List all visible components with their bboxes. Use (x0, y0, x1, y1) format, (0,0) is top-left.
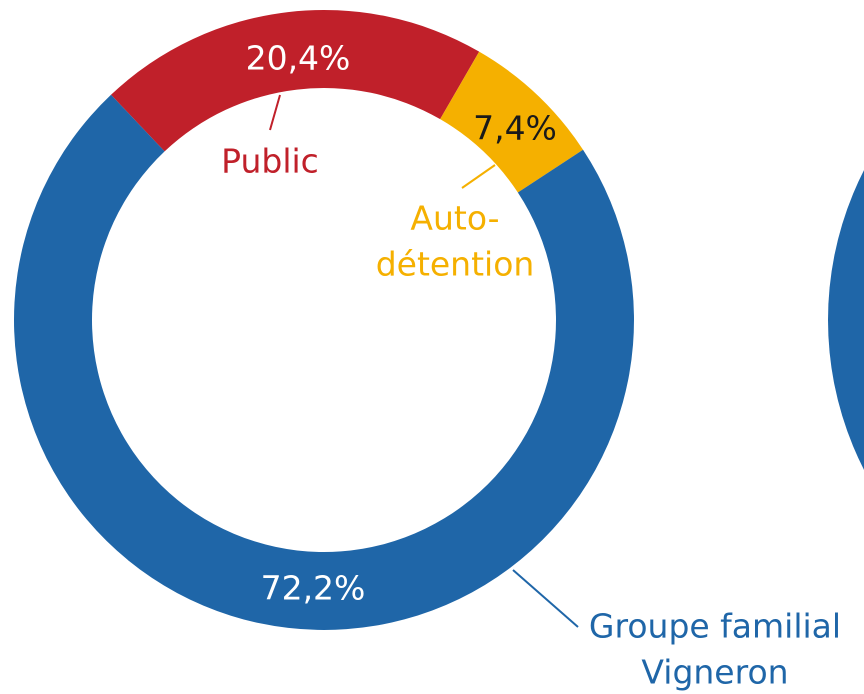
donut-segment (440, 51, 584, 193)
category-label: Auto- (410, 199, 499, 238)
donut-segment (111, 9, 480, 152)
category-label: Vigneron (641, 653, 788, 692)
leader-line (461, 164, 496, 189)
value-label: 72,2% (261, 569, 366, 608)
category-label: Public (221, 142, 319, 181)
category-label: détention (376, 245, 535, 284)
value-label: 20,4% (246, 39, 351, 78)
leader-line (269, 94, 281, 131)
second-chart-edge (828, 170, 864, 470)
value-label: 7,4% (473, 109, 557, 148)
category-label: Groupe familial (589, 607, 841, 646)
donut-segment (13, 94, 634, 631)
leader-line (512, 569, 579, 628)
